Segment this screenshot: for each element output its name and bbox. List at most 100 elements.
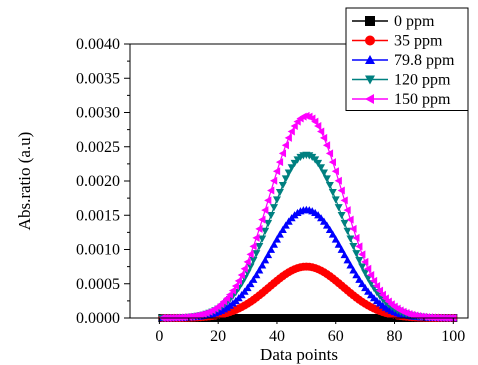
data-point	[367, 271, 375, 280]
series-79_8-ppm	[158, 205, 458, 322]
data-point	[331, 235, 340, 243]
data-point	[331, 196, 340, 204]
data-point	[246, 250, 254, 259]
data-point	[281, 175, 290, 183]
data-point	[255, 242, 264, 251]
y-tick-label: 0.0005	[76, 276, 120, 293]
data-point	[225, 290, 234, 299]
data-point	[246, 263, 255, 271]
data-point	[234, 276, 242, 285]
data-point	[267, 186, 275, 195]
legend-entry: 0 ppm	[352, 13, 435, 30]
data-point	[258, 215, 266, 224]
data-point	[287, 164, 296, 172]
y-axis: 0.0000 0.0005 0.0010 0.0015 0.0020 0.0025 0.00…	[76, 36, 130, 327]
data-point	[340, 196, 348, 205]
y-tick-label: 0.0035	[76, 70, 120, 87]
data-point	[322, 141, 331, 150]
x-tick-label: 0	[155, 328, 163, 345]
data-point	[337, 245, 346, 253]
data-point	[278, 181, 287, 190]
data-point	[319, 217, 328, 225]
data-point	[346, 261, 355, 269]
data-point	[358, 263, 367, 271]
legend-label: 79.8 ppm	[394, 52, 455, 69]
data-point	[270, 176, 278, 185]
x-axis: 0 20 40 60 80 100	[155, 318, 465, 345]
data-point	[317, 127, 325, 136]
data-point	[343, 227, 352, 235]
data-point	[281, 141, 289, 150]
legend-entry: 150 ppm	[352, 91, 451, 108]
data-point	[222, 294, 231, 303]
series-120-ppm	[158, 151, 458, 322]
data-point	[349, 224, 357, 233]
data-point	[314, 159, 323, 168]
legend-label: 35 ppm	[394, 33, 443, 50]
data-point	[311, 117, 319, 126]
y-tick-label: 0.0040	[76, 36, 120, 53]
data-point	[328, 188, 337, 197]
data-point	[243, 283, 252, 292]
plot-area	[158, 111, 458, 322]
legend-marker	[365, 16, 375, 26]
data-point	[334, 204, 343, 212]
data-point	[349, 266, 358, 274]
data-point	[275, 188, 284, 197]
data-point	[246, 279, 255, 288]
data-point	[355, 256, 364, 265]
data-point	[278, 225, 287, 234]
x-tick-label: 100	[441, 328, 465, 345]
data-point	[281, 221, 290, 229]
data-point	[228, 286, 237, 295]
data-point	[325, 225, 334, 234]
data-point	[346, 215, 354, 224]
data-point	[258, 235, 267, 243]
data-point	[325, 149, 334, 158]
data-point	[278, 149, 287, 158]
data-point	[352, 271, 361, 279]
legend-entry: 120 ppm	[352, 72, 451, 89]
data-point	[284, 169, 293, 177]
legend-marker	[365, 94, 374, 104]
legend-label: 120 ppm	[394, 72, 451, 89]
data-point	[261, 256, 270, 264]
data-point	[411, 311, 419, 320]
data-point	[337, 211, 346, 220]
data-point	[340, 250, 349, 259]
data-point	[275, 158, 284, 167]
data-point	[375, 286, 384, 295]
data-point	[261, 227, 270, 235]
data-point	[364, 264, 372, 273]
data-point	[272, 235, 281, 243]
data-point	[355, 275, 364, 283]
data-point	[264, 219, 273, 228]
data-point	[328, 158, 336, 167]
data-point	[270, 240, 279, 248]
data-point	[314, 122, 322, 131]
data-point	[258, 261, 267, 269]
y-tick-label: 0.0000	[76, 310, 120, 327]
data-point	[337, 186, 345, 195]
data-point	[372, 282, 381, 291]
data-point	[249, 275, 258, 283]
legend-marker	[365, 35, 375, 46]
data-point	[369, 276, 378, 285]
data-point	[240, 287, 249, 295]
x-tick-label: 40	[269, 328, 285, 345]
data-point	[317, 164, 326, 172]
data-point	[272, 196, 281, 204]
x-tick-label: 60	[328, 328, 344, 345]
data-point	[352, 250, 361, 258]
data-point	[352, 233, 360, 242]
y-tick-label: 0.0030	[76, 105, 120, 122]
data-point	[319, 133, 328, 142]
x-tick-label: 20	[210, 328, 226, 345]
data-point	[267, 245, 276, 253]
data-point	[252, 250, 261, 258]
data-point	[319, 169, 328, 177]
data-point	[243, 257, 251, 266]
data-point	[334, 240, 343, 248]
data-point	[284, 133, 292, 142]
data-point	[272, 167, 281, 176]
